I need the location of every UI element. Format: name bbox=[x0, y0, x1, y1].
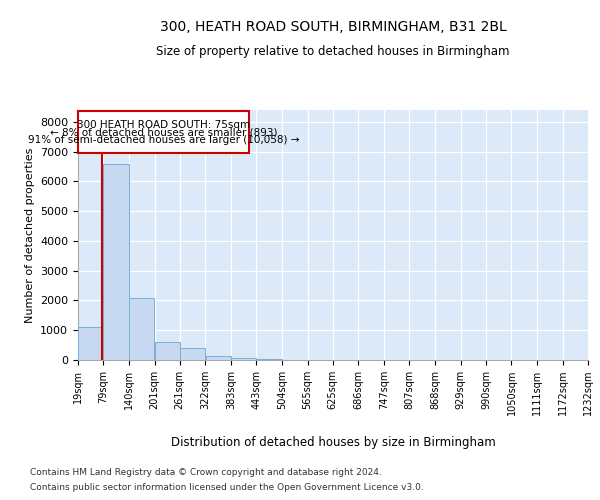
Text: Contains public sector information licensed under the Open Government Licence v3: Contains public sector information licen… bbox=[30, 483, 424, 492]
Bar bbox=[129, 298, 154, 360]
Text: ← 8% of detached houses are smaller (893): ← 8% of detached houses are smaller (893… bbox=[50, 128, 277, 138]
Text: 91% of semi-detached houses are larger (10,058) →: 91% of semi-detached houses are larger (… bbox=[28, 135, 299, 145]
Y-axis label: Number of detached properties: Number of detached properties bbox=[25, 148, 35, 322]
FancyBboxPatch shape bbox=[78, 112, 249, 153]
Text: 300, HEATH ROAD SOUTH, BIRMINGHAM, B31 2BL: 300, HEATH ROAD SOUTH, BIRMINGHAM, B31 2… bbox=[160, 20, 506, 34]
Bar bbox=[206, 356, 231, 360]
Text: Contains HM Land Registry data © Crown copyright and database right 2024.: Contains HM Land Registry data © Crown c… bbox=[30, 468, 382, 477]
Bar bbox=[103, 164, 128, 360]
Text: Size of property relative to detached houses in Birmingham: Size of property relative to detached ho… bbox=[156, 45, 510, 58]
Text: Distribution of detached houses by size in Birmingham: Distribution of detached houses by size … bbox=[170, 436, 496, 449]
Bar bbox=[78, 328, 103, 360]
Bar bbox=[155, 342, 179, 360]
Bar bbox=[231, 358, 256, 360]
Bar bbox=[180, 348, 205, 360]
Bar bbox=[256, 358, 282, 360]
Text: 300 HEATH ROAD SOUTH: 75sqm: 300 HEATH ROAD SOUTH: 75sqm bbox=[77, 120, 250, 130]
